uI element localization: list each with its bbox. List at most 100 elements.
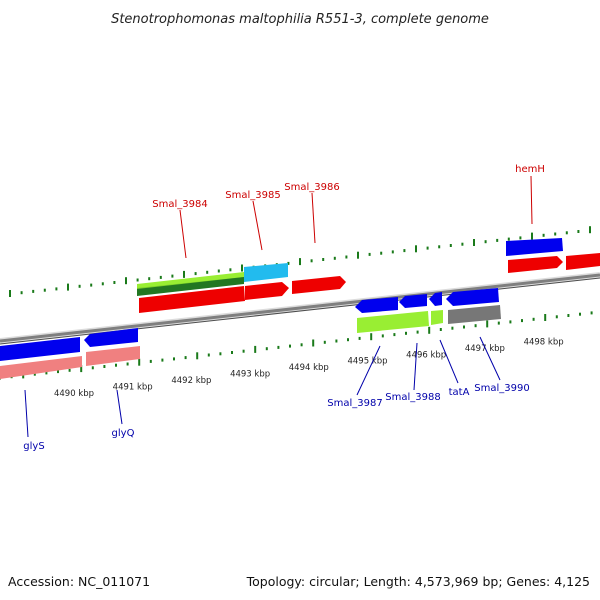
gene-label-smal-3988[interactable]: Smal_3988: [385, 392, 440, 403]
major-tick: [254, 345, 257, 353]
minor-tick: [148, 277, 151, 281]
minor-tick: [565, 231, 568, 235]
tick-label: 4490 kbp: [54, 389, 94, 399]
gene-label-smal-3990[interactable]: Smal_3990: [474, 383, 529, 394]
minor-tick: [461, 242, 464, 246]
minor-tick: [405, 331, 407, 335]
gene-label-smal-3986[interactable]: Smal_3986: [284, 182, 339, 193]
major-tick: [486, 320, 489, 328]
gene-feature[interactable]: [86, 346, 140, 366]
gene-feature[interactable]: [245, 282, 289, 300]
minor-tick: [519, 236, 522, 240]
minor-tick: [289, 344, 291, 348]
minor-tick: [590, 311, 593, 315]
minor-tick: [300, 343, 303, 347]
minor-tick: [567, 314, 570, 317]
minor-tick: [310, 259, 313, 263]
tick-label: 4495 kbp: [347, 357, 387, 367]
minor-tick: [322, 258, 325, 261]
gene-feature[interactable]: [566, 253, 600, 270]
gene-feature[interactable]: [355, 297, 398, 313]
gene-label-smal-3987[interactable]: Smal_3987: [327, 398, 382, 409]
tick-label: 4497 kbp: [465, 344, 505, 354]
gene-feature[interactable]: [139, 286, 245, 313]
gene-label-hemh[interactable]: hemH: [515, 164, 545, 175]
gene-feature[interactable]: [429, 292, 442, 306]
gene-labels: Smal_3984 Smal_3985 Smal_3986 hemH glyS …: [23, 164, 545, 452]
minor-tick: [113, 281, 116, 284]
minor-tick: [217, 269, 220, 273]
major-tick: [80, 365, 83, 373]
minor-tick: [32, 289, 35, 293]
minor-tick: [426, 246, 429, 250]
gene-feature[interactable]: [446, 288, 499, 306]
minor-tick: [381, 334, 384, 338]
minor-tick: [242, 349, 245, 353]
minor-tick: [78, 284, 81, 288]
gene-feature[interactable]: [357, 311, 429, 333]
accession-text: Accession: NC_011071: [8, 574, 150, 589]
minor-tick: [579, 312, 581, 316]
minor-tick: [333, 256, 336, 260]
gene-feature[interactable]: [448, 305, 501, 324]
minor-tick: [509, 320, 512, 324]
tick-label: 4496 kbp: [406, 350, 446, 360]
minor-tick: [532, 317, 535, 321]
minor-tick: [126, 362, 129, 366]
minor-tick: [207, 353, 210, 357]
minor-tick: [555, 315, 558, 319]
minor-tick: [393, 333, 396, 337]
gene-feature[interactable]: [244, 263, 288, 282]
gene-feature[interactable]: [84, 328, 138, 347]
gene-feature[interactable]: [0, 356, 82, 379]
tick-labels: 4490 kbp 4491 kbp 4492 kbp 4493 kbp 4494 kbp…: [54, 337, 564, 399]
minor-tick: [45, 371, 48, 375]
tick-label: 4498 kbp: [524, 337, 564, 347]
gene-feature[interactable]: [399, 294, 427, 308]
minor-tick: [57, 370, 59, 374]
major-tick: [370, 333, 373, 341]
major-tick: [125, 277, 127, 285]
minor-tick: [277, 345, 280, 349]
tick-label: 4491 kbp: [113, 383, 153, 393]
minor-tick: [115, 363, 117, 367]
reverse-strand-features: [0, 288, 501, 379]
major-tick: [357, 251, 359, 259]
gene-feature[interactable]: [506, 238, 563, 256]
major-tick: [9, 290, 11, 297]
minor-tick: [439, 328, 442, 331]
gene-feature[interactable]: [292, 276, 346, 294]
minor-tick: [463, 325, 465, 329]
minor-tick: [33, 372, 36, 376]
minor-tick: [287, 261, 290, 265]
minor-tick: [101, 282, 104, 286]
gene-feature[interactable]: [137, 277, 244, 296]
gene-label-tata[interactable]: tatA: [449, 387, 470, 398]
minor-tick: [345, 255, 348, 259]
major-tick: [183, 270, 185, 278]
gene-label-glys[interactable]: glyS: [23, 441, 44, 452]
major-tick: [531, 232, 533, 240]
major-tick: [241, 264, 243, 272]
minor-tick: [103, 365, 106, 368]
minor-tick: [136, 278, 139, 282]
label-leaders: [24, 175, 533, 438]
major-tick: [67, 283, 69, 291]
gene-label-smal-3985[interactable]: Smal_3985: [225, 190, 280, 201]
minor-tick: [380, 251, 383, 255]
major-tick: [138, 358, 141, 366]
gene-label-glyq[interactable]: glyQ: [112, 428, 135, 439]
major-tick: [544, 314, 547, 321]
minor-tick: [55, 287, 58, 291]
minor-tick: [496, 238, 499, 242]
minor-tick: [391, 250, 394, 254]
minor-tick: [497, 321, 500, 325]
gene-feature[interactable]: [508, 256, 563, 273]
gene-feature[interactable]: [0, 337, 80, 361]
lower-scale-ticks: [0, 311, 593, 380]
gene-label-smal-3984[interactable]: Smal_3984: [152, 199, 207, 210]
topology-text: Topology: circular; Length: 4,573,969 bp…: [246, 574, 590, 589]
minor-tick: [577, 230, 580, 233]
minor-tick: [368, 252, 371, 256]
gene-feature[interactable]: [431, 310, 443, 325]
